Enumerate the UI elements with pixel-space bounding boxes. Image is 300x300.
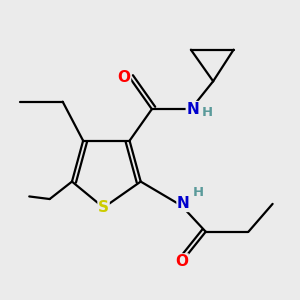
Text: H: H <box>202 106 213 119</box>
Text: N: N <box>186 102 199 117</box>
Text: O: O <box>118 70 130 85</box>
Text: H: H <box>193 186 204 199</box>
Text: O: O <box>175 254 188 269</box>
Text: N: N <box>177 196 190 211</box>
Text: S: S <box>98 200 109 215</box>
